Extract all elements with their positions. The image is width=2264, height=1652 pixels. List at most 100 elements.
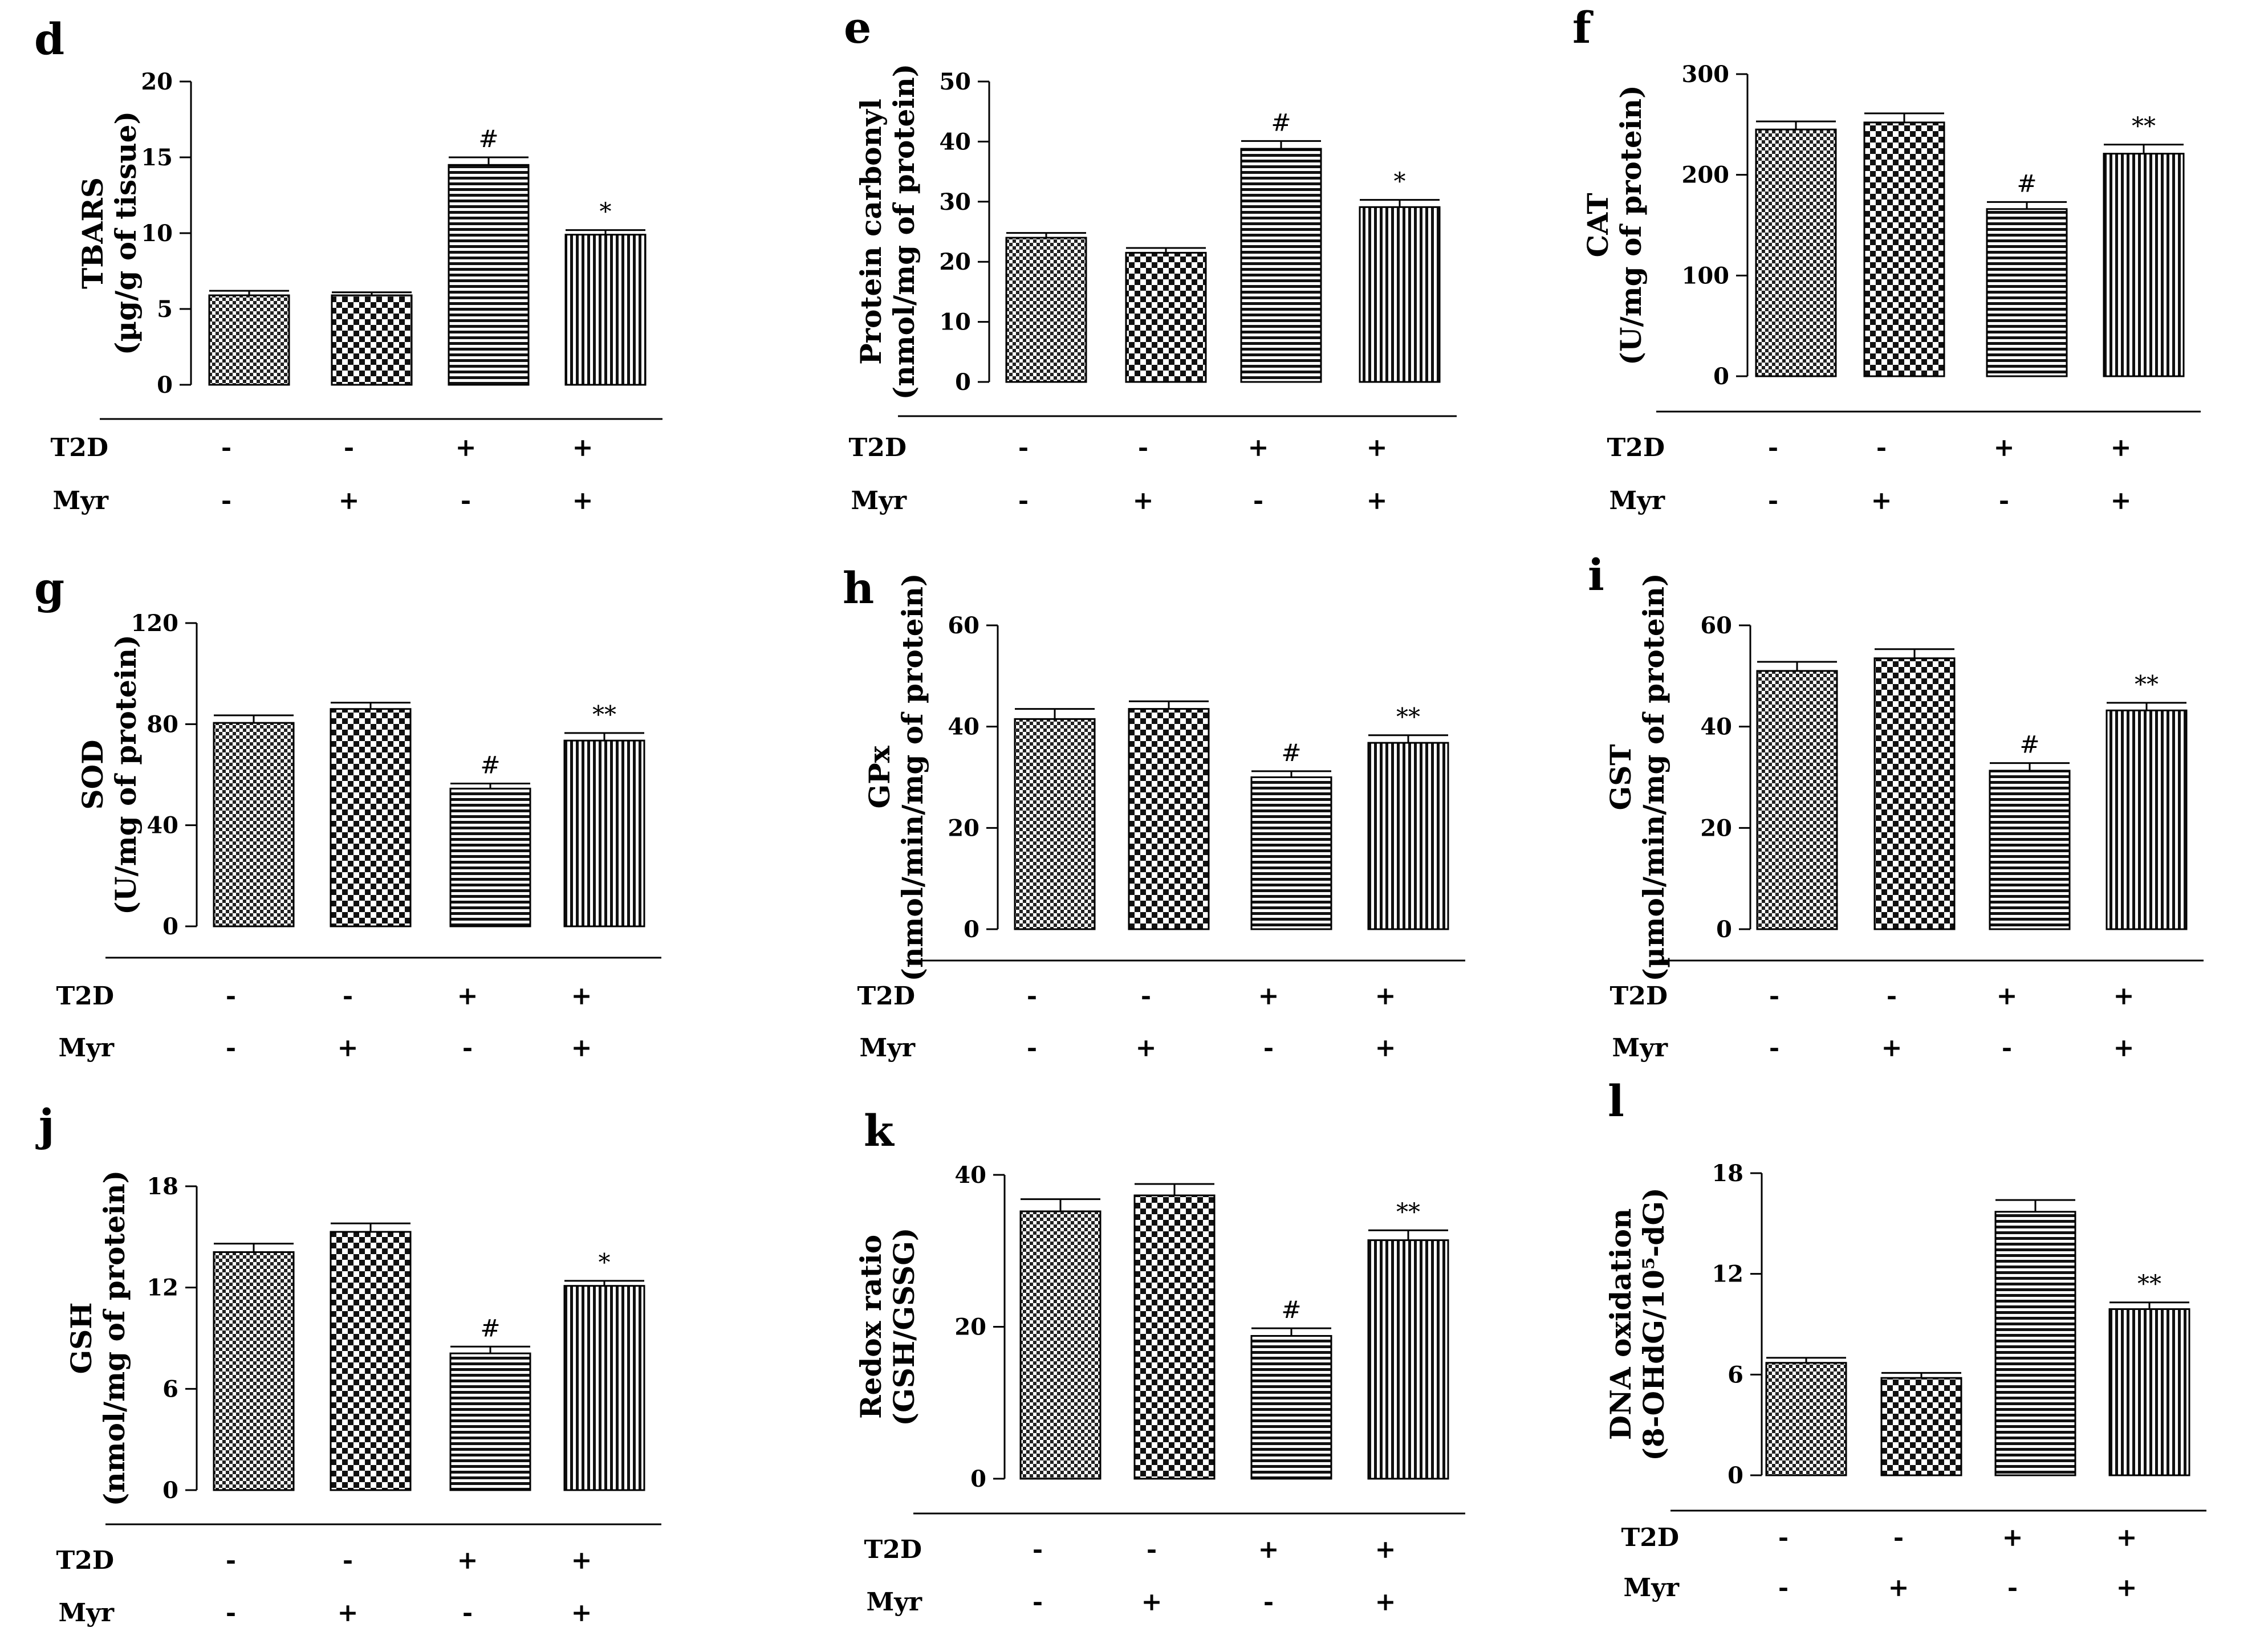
condition-sign: - [1769, 1033, 1779, 1063]
significance-mark: ** [1396, 703, 1420, 731]
bar [330, 708, 412, 927]
bar [2103, 153, 2185, 377]
y-tick-label: 12 [1712, 1261, 1743, 1288]
condition-sign: + [1375, 982, 1396, 1011]
panel-letter: d [34, 14, 64, 64]
y-axis-label-line: (U/mg of protein) [1614, 85, 1648, 365]
condition-sign: - [461, 486, 471, 515]
y-tick-label: 0 [970, 1466, 986, 1492]
bar [1994, 1211, 2076, 1476]
condition-label-myr: Myr [59, 1598, 115, 1627]
y-tick-label: 20 [141, 68, 173, 95]
condition-sign: - [226, 1033, 236, 1063]
significance-mark: * [599, 1248, 611, 1276]
panel-j: j 0 6 12 18 GSH(nmol/mg of protein) # * T2D - - + + M… [35, 1100, 661, 1627]
condition-sign: - [226, 1546, 236, 1575]
significance-mark: # [480, 1314, 500, 1342]
condition-label-t2d: T2D [857, 982, 915, 1011]
condition-sign: - [1147, 1535, 1157, 1564]
condition-label-t2d: T2D [1607, 433, 1665, 462]
condition-sign: + [2113, 982, 2135, 1011]
condition-sign: + [1133, 486, 1154, 515]
y-tick-label: 300 [1682, 61, 1730, 88]
bar [2106, 709, 2188, 930]
panel-letter: h [843, 563, 874, 613]
condition-sign: - [1263, 1588, 1274, 1617]
bar [1128, 708, 1210, 930]
condition-sign: - [226, 1598, 236, 1627]
bar [1989, 770, 2071, 930]
condition-sign: + [1141, 1588, 1163, 1617]
y-tick-label: 12 [147, 1275, 178, 1301]
condition-sign: + [1258, 982, 1279, 1011]
y-tick-label: 20 [939, 249, 971, 275]
y-tick-label: 100 [1682, 262, 1730, 289]
bar [449, 1352, 531, 1491]
condition-sign: - [1018, 486, 1029, 515]
y-tick-label: 10 [141, 220, 173, 247]
condition-sign: + [457, 1546, 478, 1575]
y-tick-label: 5 [157, 296, 173, 323]
y-tick-label: 0 [964, 916, 979, 943]
condition-sign: - [1768, 486, 1778, 515]
significance-mark: ** [2132, 112, 2156, 140]
condition-label-myr: Myr [59, 1033, 115, 1063]
condition-label-t2d: T2D [1609, 982, 1668, 1011]
y-tick-label: 0 [1716, 916, 1732, 943]
y-tick-label: 0 [162, 913, 178, 940]
y-tick-label: 6 [162, 1376, 178, 1402]
y-tick-label: 40 [1700, 714, 1732, 740]
condition-sign: - [462, 1598, 473, 1627]
condition-sign: + [1881, 1033, 1903, 1063]
y-axis-label: SOD(U/mg of protein) [76, 634, 143, 915]
bar [331, 294, 413, 386]
condition-sign: - [1876, 433, 1887, 462]
y-axis-label-line: (nmol/min/mg of protein) [896, 573, 929, 981]
significance-mark: # [2019, 731, 2039, 759]
bar [1005, 237, 1087, 383]
y-axis-label: TBARS(µg/g of tissue) [76, 111, 143, 355]
panel-e: e 0 10 20 30 40 50 Protein carbonyl(nmol/mg of … [844, 2, 1457, 515]
bar [1367, 742, 1449, 930]
condition-label-t2d: T2D [864, 1535, 922, 1564]
significance-mark: # [480, 751, 500, 779]
condition-sign: + [571, 982, 592, 1011]
y-axis-label-line: CAT [1581, 193, 1615, 257]
bar [1755, 128, 1837, 377]
y-axis-label-line: (GSH/GSSG) [887, 1227, 921, 1426]
condition-sign: + [456, 433, 477, 462]
y-axis-label-line: SOD [76, 739, 109, 809]
condition-sign: + [1367, 433, 1388, 462]
y-axis-label: DNA oxidation(8-OHdG/10⁵-dG) [1604, 1187, 1670, 1460]
condition-sign: - [344, 433, 354, 462]
bar [1125, 251, 1207, 383]
condition-sign: + [2116, 1523, 2137, 1552]
y-tick-label: 60 [1700, 612, 1732, 639]
condition-sign: + [457, 982, 478, 1011]
condition-sign: + [1871, 486, 1892, 515]
condition-label-myr: Myr [851, 486, 907, 515]
y-axis-label: GPx(nmol/min/mg of protein) [863, 573, 929, 981]
significance-mark: # [478, 125, 498, 153]
y-tick-label: 200 [1682, 162, 1730, 189]
panel-l: l 0 6 12 18 DNA oxidation(8-OHdG/10⁵-dG) ** T2D… [1604, 1076, 2206, 1602]
y-tick-label: 6 [1728, 1361, 1743, 1388]
bar [213, 722, 295, 927]
panel-h: h 0 20 40 60 GPx(nmol/min/mg of protein) # ** T2… [843, 563, 1465, 1063]
condition-sign: - [462, 1033, 473, 1063]
significance-mark: * [1394, 168, 1406, 196]
bar [1133, 1194, 1216, 1480]
y-axis-label-line: (8-OHdG/10⁵-dG) [1637, 1187, 1670, 1460]
y-tick-label: 40 [939, 128, 971, 155]
condition-label-myr: Myr [1624, 1573, 1680, 1602]
condition-sign: - [221, 433, 231, 462]
bar [213, 1251, 295, 1491]
y-tick-label: 50 [939, 68, 971, 95]
bar [449, 787, 531, 927]
y-tick-label: 0 [162, 1477, 178, 1504]
y-tick-label: 120 [131, 610, 179, 637]
y-tick-label: 20 [1700, 815, 1732, 841]
condition-sign: + [1375, 1588, 1396, 1617]
significance-mark: ** [2137, 1270, 2161, 1298]
